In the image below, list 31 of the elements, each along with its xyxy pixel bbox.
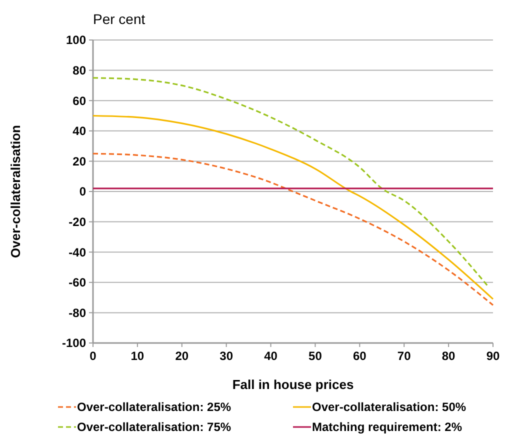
y-tick-label: -20 — [68, 215, 86, 229]
y-tick-label: 0 — [79, 184, 86, 199]
x-tick-label: 90 — [486, 349, 500, 363]
legend-label: Matching requirement: 2% — [312, 420, 462, 434]
line-series — [92, 77, 490, 288]
y-tick-label: 80 — [72, 64, 86, 78]
y-tick-label: 100 — [66, 33, 86, 48]
legend-label: Over-collateralisation: 50% — [312, 400, 466, 414]
y-tick-label: -100 — [62, 336, 86, 350]
x-axis-title: Fall in house prices — [232, 377, 354, 392]
chart-title: Per cent — [93, 11, 146, 27]
x-tick-label: 60 — [352, 349, 367, 363]
x-tick-label: 20 — [175, 349, 189, 363]
x-tick-label: 0 — [90, 349, 97, 363]
x-tick-label: 50 — [308, 349, 322, 363]
legend-label: Over-collateralisation: 75% — [77, 420, 232, 434]
x-tick-label: 30 — [220, 349, 234, 363]
x-tick-label: 40 — [264, 349, 278, 363]
y-axis-title: Over-collateralisation — [8, 124, 23, 258]
x-tick-label: 10 — [130, 349, 144, 363]
x-tick-label: 70 — [397, 349, 412, 363]
y-tick-label: -60 — [68, 276, 86, 290]
y-tick-label: -40 — [68, 245, 86, 260]
line-series — [92, 114, 494, 300]
x-tick-label: 80 — [442, 349, 456, 363]
legend-label: Over-collateralisation: 25% — [77, 400, 232, 414]
y-tick-label: 60 — [72, 94, 86, 108]
y-tick-label: -80 — [68, 306, 86, 320]
line-series — [92, 152, 494, 306]
y-tick-label: 20 — [72, 154, 86, 168]
y-tick-label: 40 — [72, 124, 86, 138]
